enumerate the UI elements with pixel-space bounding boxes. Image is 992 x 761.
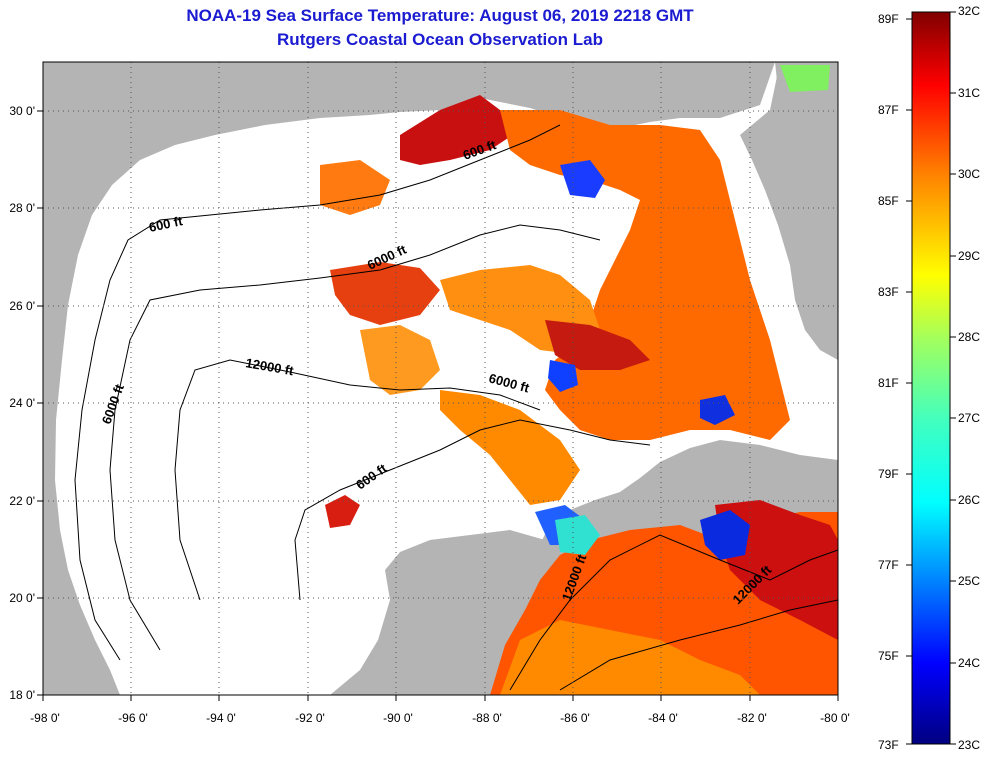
- colorbar-f-label: 87F: [878, 103, 899, 117]
- caribbean-orange-patch: [500, 620, 760, 695]
- texas-orange-patch: [320, 160, 390, 215]
- colorbar-c-label: 26C: [958, 493, 981, 507]
- map-subtitle: Rutgers Coastal Ocean Observation Lab: [277, 30, 603, 49]
- colorbar-f-label: 77F: [878, 558, 899, 572]
- cyan-patch-yucatan: [555, 515, 600, 555]
- colorbar-f-label: 81F: [878, 376, 899, 390]
- loop-current-red-patch: [545, 320, 650, 370]
- florida-land: [740, 62, 838, 360]
- yucatan-land: [330, 530, 545, 695]
- colorbar-f-label: 83F: [878, 285, 899, 299]
- green-patch-north: [780, 65, 830, 92]
- lat-tick-label: 26 0': [9, 299, 35, 313]
- colorbar-f-label: 79F: [878, 467, 899, 481]
- lon-tick-label: -96 0': [118, 711, 148, 725]
- lat-tick-label: 30 0': [9, 104, 35, 118]
- colorbar-f-label: 73F: [878, 738, 899, 752]
- central-gulf-red-patch: [330, 262, 440, 325]
- lon-tick-label: -94 0': [206, 711, 236, 725]
- bay-campeche-red: [325, 495, 360, 528]
- colorbar-f-label: 89F: [878, 12, 899, 26]
- cool-patch-loop: [548, 360, 578, 392]
- lat-tick-label: 28 0': [9, 201, 35, 215]
- colorbar: [911, 11, 951, 745]
- lon-tick-label: -92 0': [295, 711, 325, 725]
- colorbar-c-label: 23C: [958, 738, 981, 752]
- lat-tick-label: 18 0': [9, 688, 35, 702]
- map-title: NOAA-19 Sea Surface Temperature: August …: [186, 6, 694, 25]
- colorbar-c-label: 30C: [958, 167, 981, 181]
- lon-tick-label: -80 0': [820, 711, 850, 725]
- central-orange-patch-2: [360, 325, 440, 395]
- contour-label: 600 ft: [148, 213, 185, 235]
- yucatan-channel-orange: [440, 390, 580, 505]
- colorbar-f-label: 85F: [878, 194, 899, 208]
- mississippi-red-patch: [400, 95, 520, 165]
- lon-tick-label: -88 0': [472, 711, 502, 725]
- lon-tick-label: -90 0': [383, 711, 413, 725]
- isobath-contours: [74, 124, 838, 691]
- lat-tick-label: 22 0': [9, 494, 35, 508]
- lat-tick-label: 24 0': [9, 396, 35, 410]
- cool-patch-cuba: [700, 510, 750, 560]
- cool-patch-mobile: [560, 160, 605, 198]
- cuba-land: [640, 462, 838, 512]
- colorbar-c-label: 32C: [958, 4, 981, 18]
- colorbar-c-label: 25C: [958, 574, 981, 588]
- lon-tick-label: -84 0': [648, 711, 678, 725]
- colorbar-c-label: 31C: [958, 86, 981, 100]
- lon-tick-label: -98 0': [30, 711, 60, 725]
- lat-tick-label: 20 0': [9, 591, 35, 605]
- lon-tick-label: -82 0': [737, 711, 767, 725]
- graticule: [43, 62, 838, 695]
- colorbar-c-label: 27C: [958, 411, 981, 425]
- tick-marks: [37, 110, 839, 701]
- lon-tick-label: -86 0': [560, 711, 590, 725]
- colorbar-f-label: 75F: [878, 649, 899, 663]
- map-frame: [42, 61, 839, 696]
- colorbar-c-label: 24C: [958, 656, 981, 670]
- colorbar-ticks: [906, 11, 956, 745]
- colorbar-c-label: 28C: [958, 330, 981, 344]
- colorbar-c-label: 29C: [958, 249, 981, 263]
